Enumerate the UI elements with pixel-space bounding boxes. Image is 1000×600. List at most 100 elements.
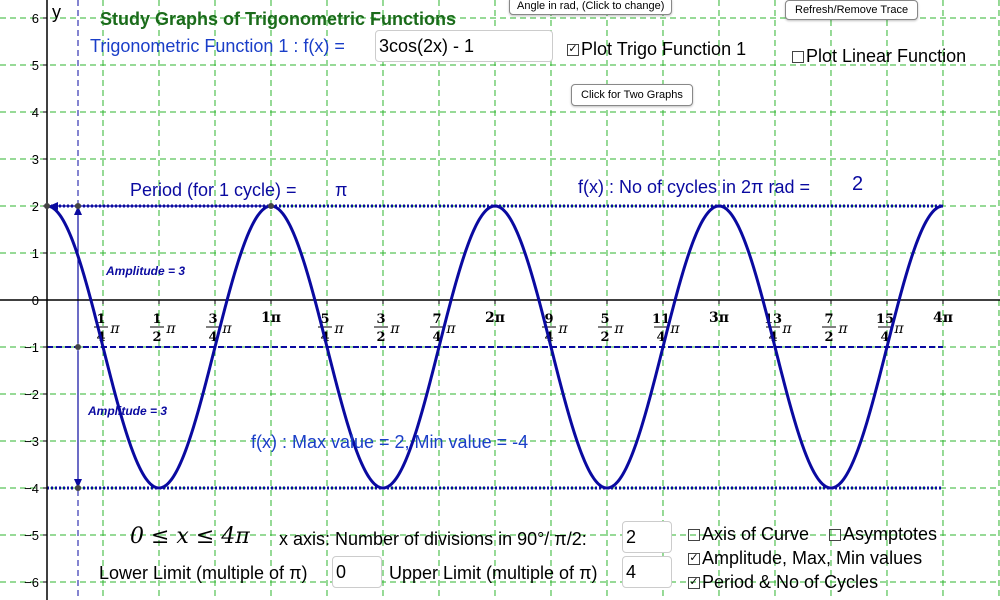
x-tick-label: 5 2π [597, 312, 624, 345]
x-tick-label: 1 2π [149, 312, 176, 345]
svg-text:7: 7 [824, 312, 833, 327]
amplitude-max-min-checkbox[interactable]: ✓ Amplitude, Max, Min values [688, 548, 923, 568]
divisions-label: x axis: Number of divisions in 90°/ π/2: [279, 529, 587, 549]
svg-text:π: π [221, 321, 232, 337]
page-title: Study Graphs of Trigonometric Functions [100, 9, 457, 29]
svg-text:4: 4 [432, 330, 441, 345]
function1-label: Trigonometric Function 1 : f(x) = [90, 36, 345, 56]
plot-linear-checkbox[interactable]: Plot Linear Function [792, 46, 966, 67]
lower-limit-input[interactable]: 0 [332, 556, 382, 588]
cycles-label: f(x) : No of cycles in 2π rad = [578, 177, 810, 197]
x-tick-label: 7 2π [821, 312, 848, 345]
period-value: π [335, 180, 348, 200]
svg-text:π: π [109, 321, 120, 337]
x-tick-label: 1π [261, 310, 281, 326]
cycles-value: 2 [852, 173, 864, 195]
point-marker [75, 485, 81, 491]
svg-text:3: 3 [208, 312, 217, 327]
y-tick-label: 0 [32, 293, 39, 308]
svg-text:9: 9 [544, 312, 553, 327]
svg-text:π: π [613, 321, 624, 337]
svg-text:5: 5 [600, 312, 609, 327]
y-tick-label: −1 [24, 340, 39, 355]
svg-text:7: 7 [432, 312, 441, 327]
checkbox-unchecked-icon[interactable] [688, 528, 700, 541]
svg-text:π: π [165, 321, 176, 337]
svg-text:4: 4 [880, 330, 889, 345]
max-min-text: f(x) : Max value = 2, Min value = -4 [251, 432, 529, 452]
svg-text:1: 1 [152, 312, 161, 327]
x-tick-label: 2π [485, 310, 505, 326]
y-tick-label: 2 [32, 199, 39, 214]
svg-text:1π: 1π [261, 310, 281, 326]
svg-text:π: π [389, 321, 400, 337]
checkbox-checked-icon[interactable]: ✓ [567, 43, 579, 56]
period-label: Period (for 1 cycle) = [130, 180, 297, 200]
y-tick-label: −5 [24, 528, 39, 543]
domain-text: 0 ≤ x ≤ 4π [130, 524, 250, 549]
svg-text:2: 2 [152, 330, 161, 345]
svg-text:π: π [557, 321, 568, 337]
x-tick-label: 3π [709, 310, 729, 326]
function1-input[interactable]: 3cos(2x) - 1 [375, 30, 553, 62]
x-tick-label: 3 4π [205, 312, 232, 345]
x-tick-label: 15 4π [876, 312, 904, 345]
svg-text:2π: 2π [485, 310, 505, 326]
svg-text:2: 2 [824, 330, 833, 345]
refresh-trace-button[interactable]: Refresh/Remove Trace [785, 0, 919, 20]
period-cycles-checkbox[interactable]: ✓ Period & No of Cycles [688, 572, 879, 592]
arrow-head [49, 202, 58, 210]
point-marker [267, 203, 274, 209]
svg-text:5: 5 [320, 312, 329, 327]
plot-trigo-checkbox[interactable]: ✓ Plot Trigo Function 1 [567, 39, 747, 59]
y-axis-label: y [52, 2, 61, 22]
arrow-head [74, 206, 82, 215]
svg-text:3π: 3π [709, 310, 729, 326]
upper-limit-input[interactable]: 4 [622, 556, 672, 588]
checkbox-checked-icon[interactable]: ✓ [688, 576, 700, 589]
x-tick-label: 3 2π [373, 312, 400, 345]
svg-text:2: 2 [376, 330, 385, 345]
y-tick-label: 1 [32, 246, 39, 261]
point-marker [75, 203, 81, 209]
y-tick-labels: 6 5 4 3 2 1 0 −1 −2 −3 −4 −5 −6 [24, 11, 47, 590]
y-tick-label: −2 [24, 387, 39, 402]
asymptotes-checkbox[interactable]: Asymptotes [829, 524, 937, 545]
point-marker [44, 203, 50, 209]
svg-text:4π: 4π [933, 310, 953, 326]
svg-text:15: 15 [876, 312, 894, 327]
y-tick-label: 4 [32, 105, 39, 120]
y-tick-label: −6 [24, 575, 39, 590]
checkbox-checked-icon[interactable]: ✓ [688, 552, 700, 565]
checkbox-unchecked-icon[interactable] [792, 50, 804, 63]
y-tick-label: −4 [24, 481, 39, 496]
svg-text:π: π [893, 321, 904, 337]
svg-text:1: 1 [96, 312, 105, 327]
svg-text:4: 4 [656, 330, 665, 345]
svg-text:π: π [445, 321, 456, 337]
amplitude-label-lower: Amplitude = 3 [88, 404, 168, 418]
angle-unit-button[interactable]: Angle in rad, (Click to change) [509, 0, 673, 15]
svg-text:4: 4 [208, 330, 217, 345]
point-marker [75, 344, 81, 350]
svg-text:π: π [781, 321, 792, 337]
svg-text:π: π [837, 321, 848, 337]
y-tick-label: 5 [32, 58, 39, 73]
x-tick-label: 11 4π [652, 312, 680, 345]
x-tick-label: 4π [933, 310, 953, 326]
svg-text:2: 2 [600, 330, 609, 345]
svg-text:π: π [333, 321, 344, 337]
svg-text:π: π [669, 321, 680, 337]
two-graphs-button[interactable]: Click for Two Graphs [571, 84, 693, 106]
divisions-input[interactable]: 2 [622, 521, 672, 553]
function-curve [46, 204, 944, 490]
y-tick-label: 3 [32, 152, 39, 167]
axis-of-curve-checkbox[interactable]: Axis of Curve [688, 524, 809, 545]
svg-text:11: 11 [652, 312, 670, 327]
svg-text:3: 3 [376, 312, 385, 327]
y-tick-label: 6 [32, 11, 39, 26]
checkbox-unchecked-icon[interactable] [829, 528, 841, 541]
y-tick-label: −3 [24, 434, 39, 449]
